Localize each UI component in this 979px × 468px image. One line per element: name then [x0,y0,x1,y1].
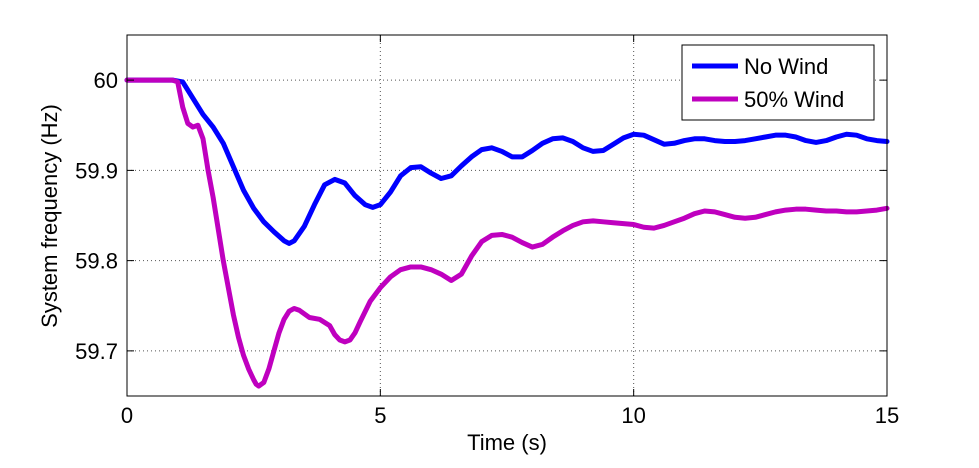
series-line-50-wind [124,77,890,389]
legend: No Wind 50% Wind [681,44,875,121]
x-axis-label: Time (s) [467,430,547,455]
y-tick-label: 59.7 [75,339,118,364]
legend-box [681,44,875,121]
grid [127,35,887,396]
y-axis-label: System frequency (Hz) [37,104,62,328]
x-tick-label: 10 [621,403,645,428]
plot-frame [126,34,888,397]
x-tick-label: 15 [875,403,899,428]
series-group [124,77,890,389]
x-tick-label: 5 [374,403,386,428]
y-tick-label: 59.9 [75,158,118,183]
axis-ticks: 0 5 10 15 59.7 59.8 59.9 60 [75,35,899,428]
series-line-no-wind [124,77,890,246]
x-tick-label: 0 [121,403,133,428]
y-tick-label: 60 [94,68,118,93]
legend-label-50-wind: 50% Wind [744,87,844,112]
y-tick-label: 59.8 [75,249,118,274]
legend-label-no-wind: No Wind [744,54,828,79]
